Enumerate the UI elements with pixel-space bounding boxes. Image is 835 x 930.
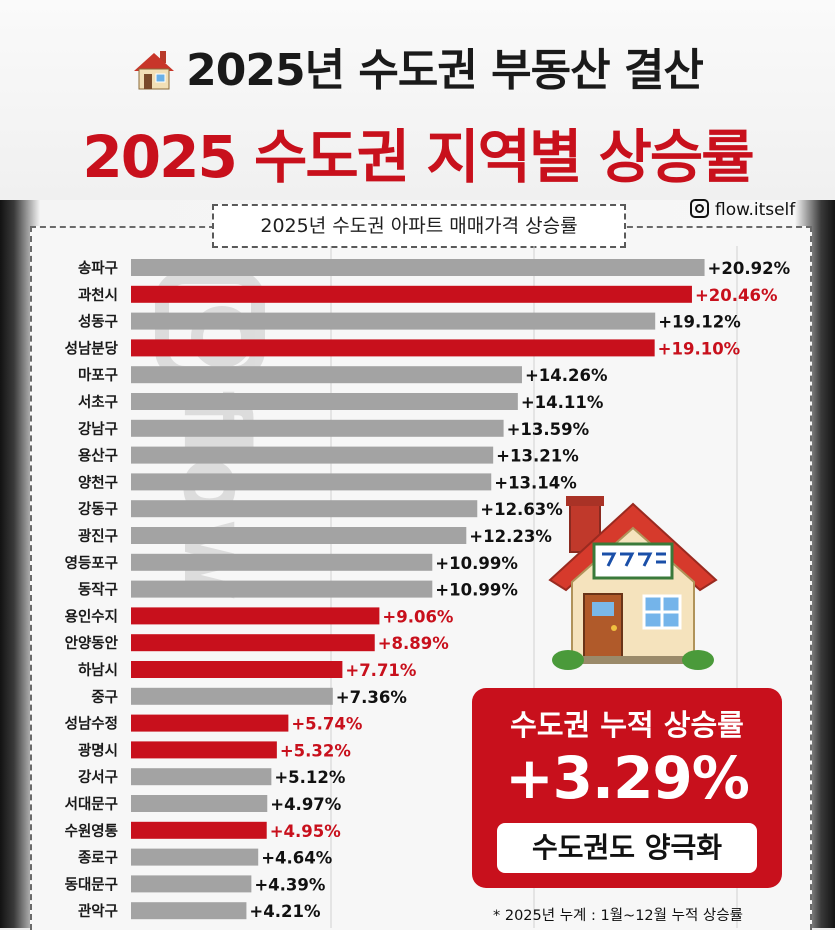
value-label: +12.23% (469, 527, 552, 546)
bar (131, 768, 272, 786)
category-label: 양천구 (78, 474, 118, 491)
category-label: 영등포구 (65, 554, 118, 572)
cumulative-label: 수도권 누적 상승률 (510, 708, 744, 742)
value-label: +14.11% (521, 393, 604, 412)
bar (131, 848, 259, 866)
bar (131, 393, 518, 410)
value-label: +13.14% (494, 473, 577, 492)
category-label: 강남구 (78, 420, 118, 438)
value-label: +4.64% (261, 849, 333, 868)
bar (131, 259, 705, 276)
house-icon (132, 47, 176, 102)
category-label: 과천시 (78, 287, 118, 304)
value-label: +20.92% (708, 259, 791, 278)
category-label: 성남수정 (65, 715, 118, 733)
value-label: +5.12% (274, 768, 346, 787)
handle-text: flow.itself (715, 200, 796, 220)
house-illustration (548, 490, 718, 684)
value-label: +19.10% (658, 339, 741, 358)
value-label: +7.36% (336, 688, 408, 707)
value-label: +4.39% (254, 875, 326, 894)
category-label: 광명시 (78, 741, 118, 759)
value-label: +20.46% (695, 286, 778, 305)
cumulative-value: +3.29% (505, 744, 750, 812)
bar (131, 661, 343, 678)
bar (131, 875, 252, 893)
category-label: 강서구 (78, 768, 118, 786)
page-title-text: 2025년 수도권 부동산 결산 (186, 45, 704, 96)
bar (131, 741, 277, 759)
value-label: +12.63% (480, 500, 563, 519)
cumulative-total-box: 수도권 누적 상승률 +3.29% 수도권도 양극화 (472, 688, 782, 888)
bar (131, 366, 522, 384)
category-label: 송파구 (78, 260, 118, 277)
headline: 2025 수도권 지역별 상승률 (82, 123, 754, 191)
category-label: 안양동안 (65, 634, 119, 652)
bar (131, 312, 656, 330)
bar (131, 446, 494, 464)
bar (131, 902, 247, 920)
header-background (0, 0, 835, 200)
category-label: 성동구 (78, 313, 118, 331)
footnote: * 2025년 누계 : 1월~12월 누적 상승률 (493, 908, 743, 924)
category-label: 하남시 (78, 662, 118, 679)
bar (131, 527, 467, 544)
instagram-handle[interactable]: flow.itself (690, 199, 795, 220)
value-label: +19.12% (658, 313, 741, 332)
value-label: +13.21% (496, 447, 579, 466)
category-label: 성남분당 (65, 339, 119, 357)
value-label: +10.99% (435, 581, 518, 600)
category-label: 서초구 (78, 394, 118, 411)
category-label: 서대문구 (65, 796, 118, 813)
value-label: +5.74% (291, 715, 363, 734)
category-label: 강동구 (78, 500, 118, 518)
value-label: +4.95% (270, 822, 342, 841)
category-label: 광진구 (78, 527, 118, 545)
chart-title: 2025년 수도권 아파트 매매가격 상승률 (212, 204, 626, 248)
value-label: +9.06% (382, 607, 454, 626)
category-label: 용인수지 (65, 607, 118, 625)
bar (131, 795, 268, 812)
category-label: 중구 (91, 689, 118, 706)
bar (131, 553, 433, 571)
value-label: +8.89% (378, 634, 450, 653)
bar (131, 634, 375, 652)
value-label: +10.99% (435, 554, 518, 573)
category-label: 종로구 (78, 850, 118, 867)
category-label: 동대문구 (65, 876, 118, 893)
polarization-note: 수도권도 양극화 (497, 823, 757, 873)
value-label: +4.21% (249, 902, 321, 921)
category-label: 수원영통 (65, 822, 118, 840)
value-label: +5.32% (280, 741, 352, 760)
category-label: 관악구 (78, 902, 118, 920)
bar (131, 714, 289, 732)
bar (131, 473, 492, 491)
page-title: 2025년 수도권 부동산 결산 (0, 34, 835, 102)
bar (131, 821, 267, 839)
value-label: +14.26% (525, 366, 608, 385)
value-label: +4.97% (270, 795, 342, 814)
value-label: +7.71% (345, 661, 417, 680)
bar (131, 687, 333, 705)
bar (131, 500, 478, 518)
bar (131, 419, 504, 437)
bar (131, 580, 433, 598)
value-label: +13.59% (507, 420, 590, 439)
bar (131, 607, 380, 625)
category-label: 동작구 (78, 581, 118, 599)
category-label: 마포구 (78, 367, 118, 384)
bar (131, 339, 655, 357)
bar (131, 285, 692, 303)
category-label: 용산구 (78, 448, 118, 465)
instagram-icon (690, 199, 709, 218)
